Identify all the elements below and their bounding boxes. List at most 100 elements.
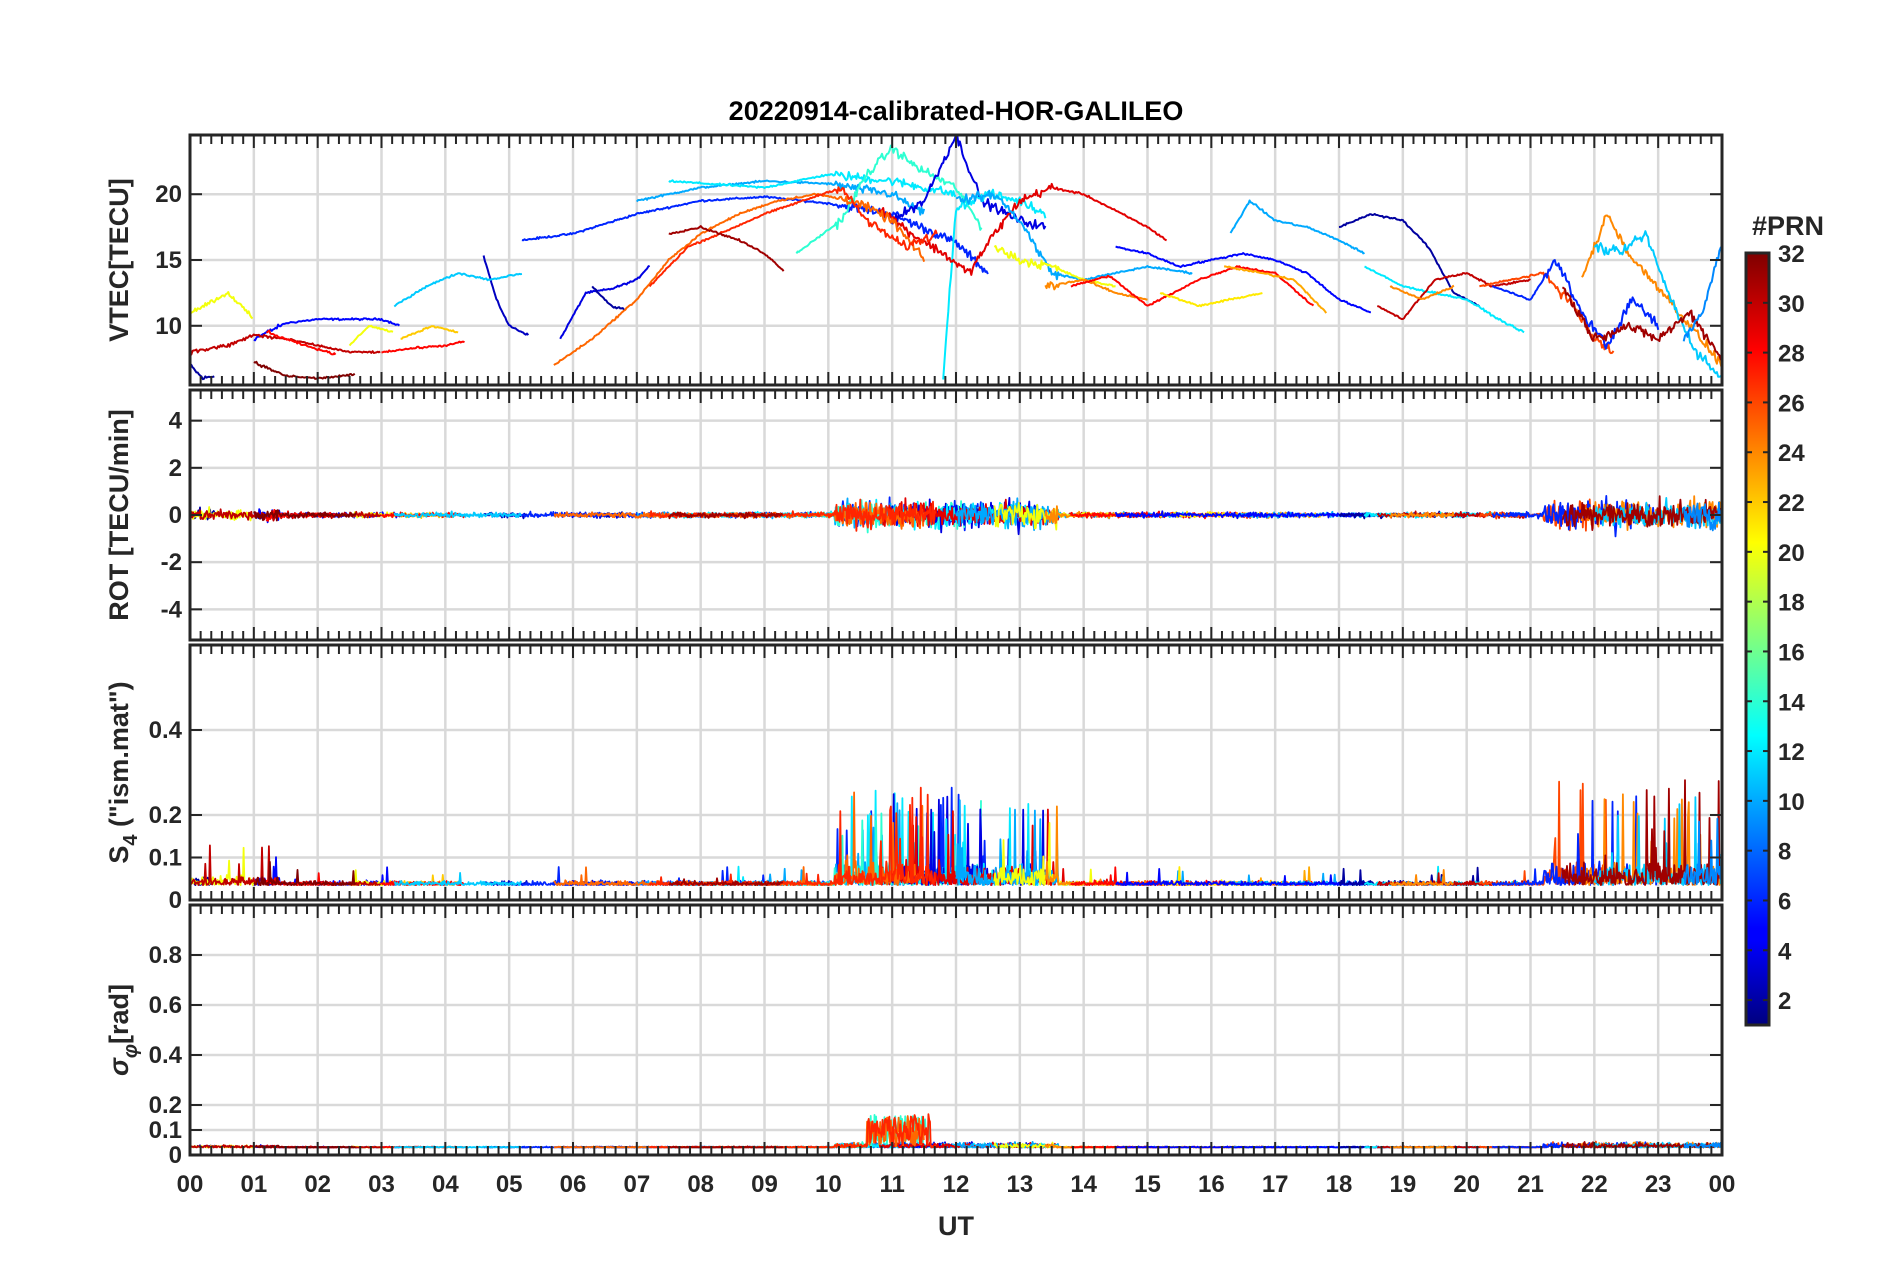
series-line-prn-12 [942,188,1047,380]
x-tick-label: 00 [1709,1171,1736,1198]
series-line-prn-20 [993,245,1116,288]
x-tick-label: 03 [368,1171,395,1198]
x-tick-label: 16 [1198,1171,1225,1198]
series-line-prn-11 [393,872,523,886]
series-line-prn-6 [1492,259,1660,350]
x-tick-label: 06 [560,1171,587,1198]
series-line-prn-31 [668,877,783,886]
series-group-s4 [190,779,1722,886]
series-line-prn-32 [253,509,357,522]
x-tick-label: 11 [879,1171,904,1198]
x-tick-label: 13 [1006,1171,1033,1198]
y-tick-label: 0 [169,887,182,914]
series-line-prn-14 [795,144,983,254]
series-line-prn-9 [1682,245,1722,342]
colorbar-tick-label: 26 [1778,390,1805,417]
series-line-prn-9 [1682,817,1722,886]
y-tick-label: 0.4 [149,1042,183,1069]
series-line-prn-24 [1389,284,1455,300]
series-line-prn-30 [1377,272,1531,320]
series-line-prn-24 [1389,511,1455,519]
y-axis-label-sigma_phi: σφ[rad] [104,984,142,1076]
chart-title: 20220914-calibrated-HOR-GALILEO [729,96,1184,126]
y-tick-label: 10 [155,313,182,340]
x-tick-label: 22 [1581,1171,1608,1198]
x-tick-label: 17 [1262,1171,1289,1198]
panel-sigma_phi: 0.8 0.6 0.4 0.20.10 σφ[rad] [104,903,1724,1169]
panel-vtec: 20 15 10 VTEC[TECU] [104,133,1724,387]
series-line-prn-4 [559,264,651,340]
y-tick-label: 0.2 [149,802,182,829]
series-line-prn-9 [1683,1142,1722,1149]
colorbar-tick-label: 14 [1778,689,1805,716]
series-line-prn-6 [521,195,989,275]
series-line-prn-28 [265,329,337,356]
y-tick-label: 2 [169,455,182,482]
series-line-prn-24 [1581,214,1722,370]
x-tick-label: 19 [1389,1171,1416,1198]
y-tick-label: 0.1 [149,1117,182,1144]
series-line-prn-11 [1593,230,1722,379]
y-tick-label: 0.2 [149,1092,182,1119]
series-line-prn-24 [1044,278,1148,301]
y-tick-label: 0 [169,502,182,529]
x-tick-label: 14 [1070,1171,1097,1198]
y-tick-label: 0.8 [149,942,182,969]
panel-rot: 4 2 0 -2 -4 ROT [TECU/min] [104,388,1724,642]
colorbar-tick-label: 18 [1778,590,1805,617]
colorbar-tick-label: 28 [1778,341,1805,368]
y-axis-label-rot: ROT [TECU/min] [104,409,134,620]
series-line-prn-28 [381,340,465,354]
x-tick-label: 04 [432,1171,459,1198]
series-line-prn-22 [400,325,459,340]
y-tick-label: 4 [169,408,183,435]
panel-s4: 0.4 0.2 0.1 0 S4 ("ism.mat") [104,643,1724,914]
colorbar-tick-label: 22 [1778,490,1805,517]
y-tick-label: -4 [161,596,183,623]
y-tick-label: 0 [169,1142,182,1169]
x-tick-label: 21 [1517,1171,1544,1198]
x-tick-labels: 00 01 02 03 04 05 06 07 08 09 10 11 12 13 14 15 16 17 18 19… [177,1171,1736,1198]
colorbar-tick-label: 20 [1778,540,1805,567]
y-tick-label: 15 [155,247,182,274]
series-line-prn-5 [1115,245,1371,314]
colorbar: #PRN 32 30 28 26 24 22 20 18 16 14 12 10 8 6 4 2 [1744,211,1824,1027]
x-axis-label: UT [938,1211,974,1241]
x-tick-label: 09 [751,1171,778,1198]
series-line-prn-2 [591,285,625,311]
series-line-prn-20 [348,324,394,347]
x-tick-label: 00 [177,1171,204,1198]
x-tick-label: 18 [1326,1171,1353,1198]
colorbar-tick-label: 32 [1778,241,1805,268]
series-group-vtec [190,135,1722,381]
y-tick-label: -2 [161,549,182,576]
colorbar-gradient [1744,251,1771,1027]
colorbar-tick-label: 30 [1778,291,1805,318]
series-line-prn-4 [891,135,1047,230]
colorbar-tick-label: 4 [1778,938,1792,965]
y-tick-label: 20 [155,181,182,208]
x-tick-label: 08 [687,1171,714,1198]
series-line-prn-27 [648,186,938,288]
series-line-prn-31 [668,225,785,272]
x-tick-label: 05 [496,1171,523,1198]
series-line-prn-5 [1114,510,1372,520]
series-line-prn-11 [393,1145,522,1149]
series-line-prn-2 [190,363,215,381]
series-line-prn-23 [1224,265,1328,314]
series-line-prn-31 [667,511,784,520]
series-line-prn-12 [1364,265,1525,334]
series-line-prn-5 [253,317,401,342]
series-line-prn-24 [1044,805,1148,886]
x-tick-label: 23 [1645,1171,1672,1198]
series-line-prn-10 [1229,199,1365,255]
x-tick-label: 15 [1134,1171,1161,1198]
x-tick-label: 20 [1453,1171,1480,1198]
y-axis-label-vtec: VTEC[TECU] [104,178,134,342]
x-tick-label: 01 [240,1171,267,1198]
series-line-prn-29 [878,182,1168,276]
series-line-prn-2 [1338,213,1481,308]
colorbar-tick-label: 6 [1778,888,1791,915]
